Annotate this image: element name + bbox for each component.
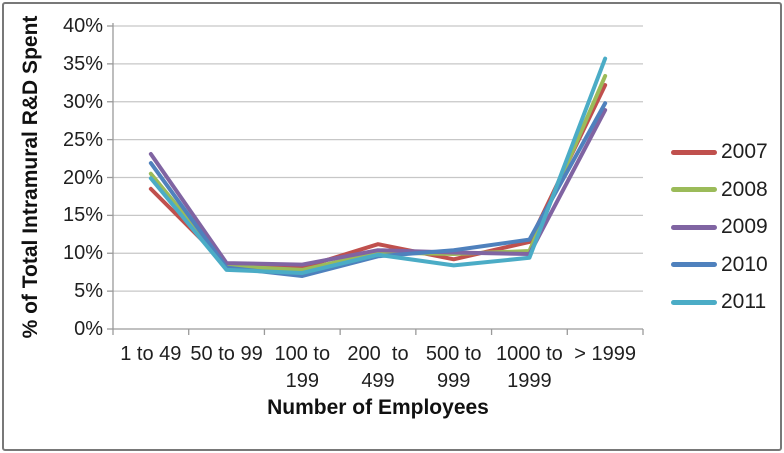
y-tick-label: 25%: [62, 128, 103, 151]
legend-item-2011: 2011: [671, 290, 766, 314]
y-tick-label: 5%: [74, 280, 103, 303]
series-line-2011: [148, 56, 608, 275]
x-category-label: 50 to 99: [167, 341, 287, 368]
x-category-label: 1000 to 1999: [469, 341, 589, 395]
y-tick-label: 35%: [62, 52, 103, 75]
legend-swatch: [671, 187, 717, 192]
x-category-label-line: 1999: [507, 370, 552, 392]
legend-label: 2008: [721, 177, 768, 201]
legend-item-2008: 2008: [671, 178, 768, 202]
x-category-label: 500 to 999: [394, 341, 514, 395]
x-category-label-line: 1000 to: [496, 343, 563, 365]
legend-label: 2009: [721, 215, 768, 238]
y-axis-title: % of Total Intramural R&D Spent: [19, 15, 42, 339]
y-tick-label: 0%: [74, 318, 103, 340]
y-tick-label: 15%: [62, 204, 103, 227]
x-category-label-line: 1 to 49: [120, 343, 182, 365]
legend-item-2009: 2009: [671, 215, 768, 239]
x-category-label-line: 199: [285, 370, 319, 392]
x-category-label: 1 to 49: [91, 341, 211, 368]
x-category-label: 100 to 199: [242, 341, 362, 395]
legend-label: 2010: [721, 252, 768, 276]
x-category-label-line: 200 to: [347, 343, 409, 365]
y-tick-label: 30%: [62, 90, 103, 113]
legend-label: 2007: [721, 140, 768, 163]
x-category-label-line: 499: [361, 370, 395, 392]
legend-swatch: [671, 299, 717, 305]
legend-swatch: [671, 149, 717, 155]
legend-item-2007: 2007: [671, 140, 768, 164]
legend-label: 2011: [721, 290, 767, 313]
x-category-label-line: > 1999: [574, 343, 636, 365]
x-category-label-line: 100 to: [274, 343, 331, 365]
x-category-label: > 1999: [545, 341, 665, 368]
y-tick-label: 40%: [62, 15, 103, 37]
legend-swatch: [671, 224, 717, 230]
y-tick-label: 10%: [62, 242, 103, 265]
x-category-label-line: 50 to 99: [190, 343, 263, 365]
y-tick-label: 20%: [62, 166, 103, 189]
x-category-label-line: 500 to: [425, 343, 482, 365]
legend-swatch: [671, 262, 717, 267]
legend-item-2010: 2010: [671, 253, 768, 277]
x-category-label: 200 to 499: [318, 341, 438, 395]
x-axis-title: Number of Employees: [267, 396, 489, 419]
x-category-label-line: 999: [437, 370, 471, 392]
